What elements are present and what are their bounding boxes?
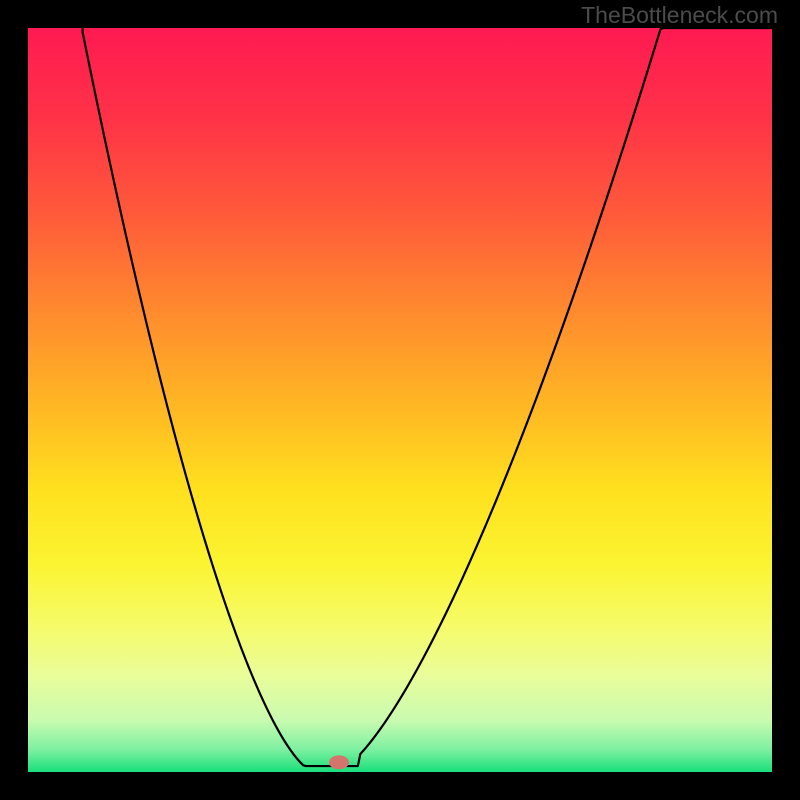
optimum-marker xyxy=(329,755,349,769)
chart-svg xyxy=(0,0,800,800)
chart-stage: TheBottleneck.com xyxy=(0,0,800,800)
watermark-label: TheBottleneck.com xyxy=(581,2,778,29)
plot-background xyxy=(28,28,772,772)
